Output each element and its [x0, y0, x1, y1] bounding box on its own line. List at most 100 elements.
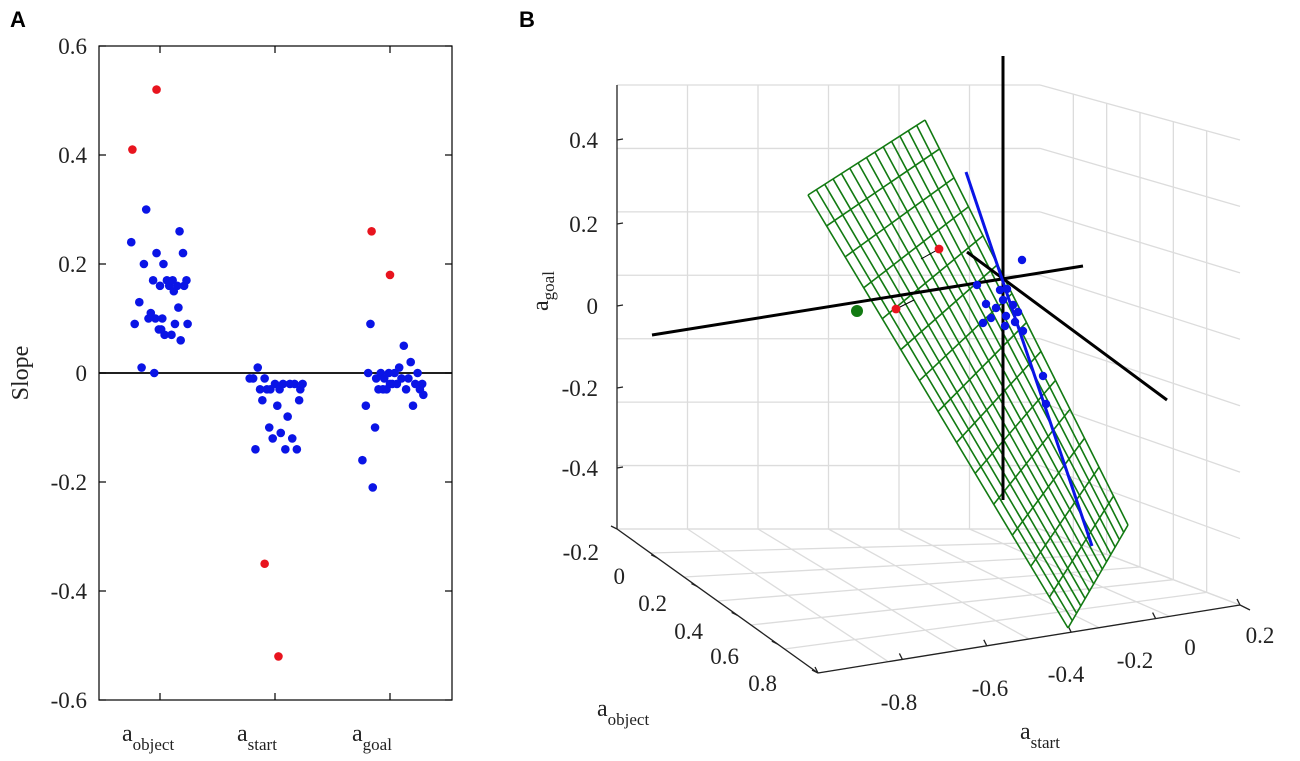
x-category-sub: goal — [363, 735, 393, 754]
data-point — [292, 445, 302, 454]
data-point-3d — [972, 280, 982, 290]
y-tick-3d — [983, 639, 988, 647]
panel-a-letter: A — [10, 7, 26, 32]
plane-line — [832, 178, 1082, 607]
x-category-base: a — [352, 721, 363, 747]
data-point — [176, 336, 185, 345]
data-point — [370, 423, 380, 432]
data-point — [158, 314, 167, 323]
data-point — [294, 395, 304, 405]
data-point — [298, 379, 307, 389]
data-point — [137, 363, 146, 372]
y-tick-3d — [814, 666, 819, 674]
x-axis-line — [616, 528, 819, 674]
data-point — [260, 374, 269, 383]
data-point-3d — [991, 303, 1001, 313]
data-point — [394, 363, 404, 372]
fitted-line — [964, 171, 1094, 547]
data-point — [182, 276, 191, 285]
y-tick-label: -0.6 — [51, 688, 87, 713]
origin-axes — [651, 56, 1168, 500]
y-axis-line — [817, 604, 1241, 674]
outlier-point — [367, 227, 376, 236]
data-point — [141, 205, 151, 214]
data-point — [151, 314, 160, 323]
plane-line — [890, 141, 1112, 555]
y-tick-3d — [1236, 598, 1241, 606]
data-point — [135, 297, 144, 307]
data-point-3d — [1013, 307, 1023, 317]
x-tick-label-3d: 0 — [614, 564, 626, 589]
y-tick-label-3d: -0.2 — [1117, 648, 1153, 673]
y-tick-label-3d: -0.6 — [972, 676, 1008, 701]
y-tick-label-3d: 0 — [1184, 635, 1196, 660]
data-point-3d — [1018, 326, 1028, 336]
data-point — [397, 374, 406, 383]
reference-point — [851, 305, 863, 317]
data-point — [172, 281, 182, 291]
data-point — [290, 379, 299, 389]
data-point — [248, 374, 258, 383]
data-point-3d — [1010, 317, 1020, 327]
data-point — [278, 379, 288, 389]
plane-line — [874, 151, 1103, 570]
plane-line — [807, 194, 1069, 629]
z-axis-label: agoal — [528, 271, 558, 311]
data-point — [406, 357, 416, 367]
data-point — [287, 434, 297, 443]
data-point — [175, 227, 184, 236]
data-point — [159, 259, 168, 269]
panel-b-chart: 0.4 0.2 0 -0.2 -0.4 -0.2 0 0.2 0.4 0.6 0.8 -0.8 -0.6… — [528, 56, 1274, 752]
outlier-point — [128, 145, 137, 154]
data-point-3d — [995, 285, 1005, 295]
data-point — [363, 368, 373, 378]
z-tick-label: -0.4 — [562, 456, 599, 481]
y-tick-label: -0.2 — [51, 470, 87, 495]
data-point — [361, 401, 371, 411]
outlier-point-3d — [934, 244, 944, 254]
y-tick-3d — [898, 653, 903, 660]
z-tick — [616, 386, 624, 389]
z-tick — [616, 466, 624, 469]
data-point — [366, 319, 375, 329]
plane-line — [857, 162, 1095, 585]
z-axis-label-base: a — [528, 300, 554, 311]
data-point-3d — [998, 295, 1008, 305]
x-tick-3d — [691, 583, 698, 588]
data-point — [408, 401, 418, 411]
data-point — [155, 281, 165, 291]
x-category-base: a — [122, 721, 133, 747]
data-point — [368, 483, 378, 492]
z-tick — [616, 222, 624, 225]
data-point — [283, 412, 292, 421]
data-point-3d — [1008, 300, 1018, 310]
data-point — [139, 259, 149, 269]
data-point — [281, 445, 290, 454]
outlier-point — [274, 652, 283, 661]
y-tick-3d — [1152, 612, 1157, 619]
data-point — [404, 374, 413, 383]
y-axis-label-3d: astart — [1020, 719, 1060, 752]
data-point — [417, 379, 427, 389]
y-tick-label: -0.4 — [51, 579, 88, 604]
outlier-point — [260, 559, 269, 569]
plane-line — [815, 189, 1073, 622]
data-point — [149, 368, 159, 378]
y-axis-label-3d-base: a — [1020, 719, 1031, 745]
x-axis-label-base: a — [597, 696, 608, 722]
outlier-point — [152, 85, 161, 94]
plane-line — [824, 183, 1078, 614]
y-tick-label-3d: -0.8 — [881, 690, 917, 715]
panel-b-box — [610, 85, 1251, 674]
x-tick-label-3d: -0.2 — [563, 540, 599, 565]
z-tick — [616, 304, 624, 307]
z-tick-label: 0.2 — [569, 212, 598, 237]
data-point — [264, 423, 274, 432]
z-tick-label: 0 — [587, 294, 599, 319]
y-axis-end — [1239, 604, 1251, 611]
data-point — [273, 401, 282, 411]
data-point — [178, 248, 188, 258]
data-point — [255, 385, 265, 394]
y-tick-label: 0.2 — [58, 252, 87, 277]
